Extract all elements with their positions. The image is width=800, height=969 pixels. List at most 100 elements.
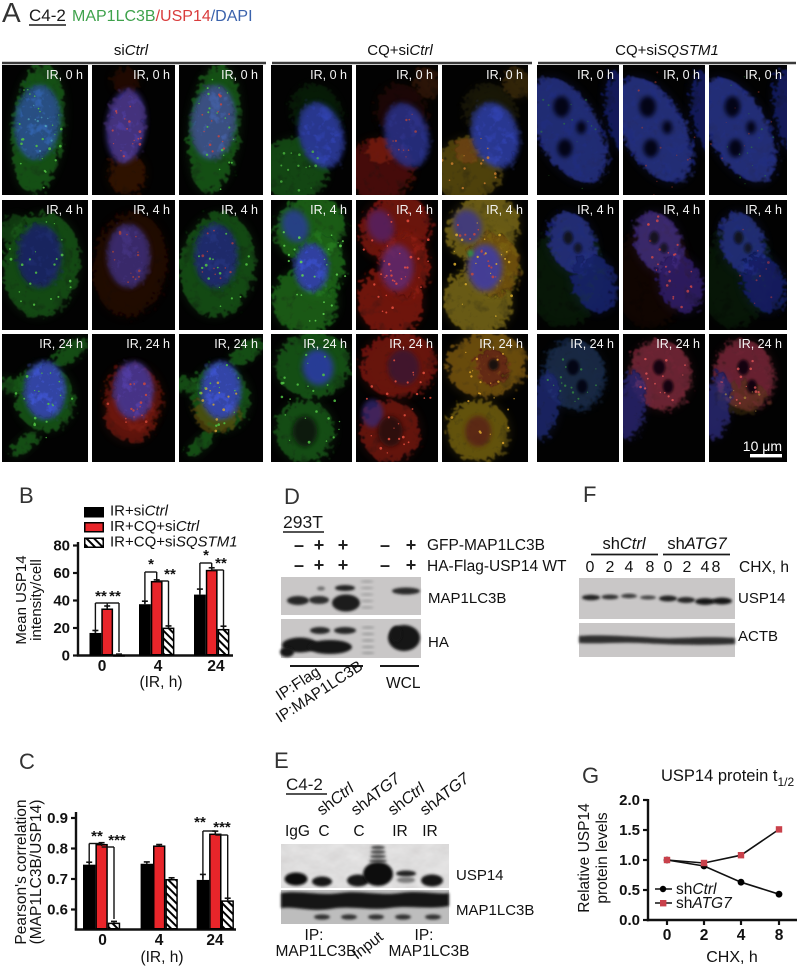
svg-text:IR, 24 h: IR, 24 h	[303, 337, 347, 351]
svg-text:+: +	[406, 535, 417, 555]
svg-text:IR, 4 h: IR, 4 h	[133, 203, 170, 217]
svg-text:–: –	[294, 535, 304, 555]
svg-text:IR, 24 h: IR, 24 h	[479, 337, 523, 351]
svg-text:4: 4	[155, 932, 164, 949]
svg-text:**: **	[164, 566, 176, 583]
svg-text:intensity/cell: intensity/cell	[28, 559, 45, 641]
svg-text:IR, 24 h: IR, 24 h	[738, 337, 782, 351]
svg-text:0.8: 0.8	[47, 841, 68, 858]
svg-text:IR, 4 h: IR, 4 h	[46, 203, 83, 217]
svg-text:G: G	[582, 763, 599, 788]
svg-text:IR, 4 h: IR, 4 h	[663, 203, 700, 217]
svg-text:4: 4	[701, 559, 710, 576]
svg-text:20: 20	[53, 620, 70, 637]
svg-text:MAP1LC3B: MAP1LC3B	[456, 902, 534, 919]
svg-text:IR, 24 h: IR, 24 h	[656, 337, 700, 351]
svg-text:HA: HA	[428, 634, 449, 651]
svg-text:IR, 24 h: IR, 24 h	[214, 337, 258, 351]
svg-text:IR, 4 h: IR, 4 h	[396, 203, 433, 217]
svg-text:MAP1LC3B: MAP1LC3B	[389, 943, 470, 960]
svg-text:+: +	[338, 535, 349, 555]
svg-text:IR+siCtrl: IR+siCtrl	[110, 503, 169, 520]
svg-text:IR, 0 h: IR, 0 h	[745, 68, 782, 82]
svg-text:0.0: 0.0	[619, 912, 640, 929]
svg-text:8: 8	[646, 559, 655, 576]
svg-text:1.5: 1.5	[619, 822, 640, 839]
svg-text:10 μm: 10 μm	[743, 438, 782, 454]
svg-text:protein levels: protein levels	[594, 812, 611, 904]
svg-text:0.5: 0.5	[619, 882, 640, 899]
svg-text:IR, 0 h: IR, 0 h	[663, 68, 700, 82]
svg-text:4: 4	[154, 658, 163, 675]
svg-text:CHX, h: CHX, h	[706, 949, 758, 966]
svg-text:293T: 293T	[283, 512, 323, 532]
svg-text:0: 0	[62, 648, 70, 665]
svg-text:D: D	[284, 484, 300, 509]
svg-text:IR+CQ+siCtrl: IR+CQ+siCtrl	[110, 518, 200, 535]
svg-text:USP14: USP14	[456, 867, 504, 884]
svg-text:IR, 0 h: IR, 0 h	[133, 68, 170, 82]
svg-text:IR, 4 h: IR, 4 h	[310, 203, 347, 217]
svg-text:+: +	[406, 555, 417, 575]
svg-text:***: ***	[108, 832, 126, 849]
svg-text:E: E	[274, 748, 289, 773]
svg-text:shATG7: shATG7	[676, 895, 733, 912]
svg-text:MAP1LC3B/USP14/DAPI: MAP1LC3B/USP14/DAPI	[72, 8, 253, 25]
svg-text:IR, 24 h: IR, 24 h	[39, 337, 83, 351]
svg-text:shATG7: shATG7	[667, 535, 727, 553]
svg-text:A: A	[2, 0, 21, 28]
svg-text:CQ+siSQSTM1: CQ+siSQSTM1	[615, 42, 719, 59]
svg-text:0: 0	[664, 559, 673, 576]
svg-text:IR: IR	[422, 823, 438, 840]
svg-text:+: +	[338, 555, 349, 575]
svg-text:CQ+siCtrl: CQ+siCtrl	[367, 42, 433, 59]
svg-text:IR, 24 h: IR, 24 h	[126, 337, 170, 351]
svg-text:USP14: USP14	[738, 590, 786, 607]
svg-text:60: 60	[53, 565, 70, 582]
svg-text:***: ***	[213, 819, 231, 836]
svg-text:IR, 0 h: IR, 0 h	[221, 68, 258, 82]
svg-text:–: –	[294, 555, 304, 575]
svg-text:1.0: 1.0	[619, 852, 640, 869]
svg-text:shCtrl: shCtrl	[602, 535, 646, 553]
svg-text:IR, 24 h: IR, 24 h	[570, 337, 614, 351]
svg-text:0.6: 0.6	[47, 902, 68, 919]
svg-text:MAP1LC3B: MAP1LC3B	[428, 590, 506, 607]
svg-text:8: 8	[775, 927, 784, 944]
svg-text:Mean USP14: Mean USP14	[13, 555, 30, 644]
svg-text:IR, 4 h: IR, 4 h	[221, 203, 258, 217]
svg-text:0: 0	[586, 559, 595, 576]
svg-text:**: **	[194, 814, 206, 831]
svg-text:IP:: IP:	[305, 927, 324, 944]
svg-text:(IR, h): (IR, h)	[140, 949, 183, 966]
svg-text:*: *	[148, 556, 154, 573]
svg-text:2.0: 2.0	[619, 792, 640, 809]
svg-text:IR, 0 h: IR, 0 h	[577, 68, 614, 82]
svg-text:IR, 0 h: IR, 0 h	[486, 68, 523, 82]
svg-text:IR, 4 h: IR, 4 h	[577, 203, 614, 217]
svg-text:IR, 4 h: IR, 4 h	[745, 203, 782, 217]
svg-text:24: 24	[206, 932, 224, 949]
svg-text:2: 2	[606, 559, 615, 576]
svg-text:IR, 0 h: IR, 0 h	[396, 68, 433, 82]
svg-text:siCtrl: siCtrl	[114, 42, 149, 59]
svg-text:C: C	[19, 749, 35, 774]
svg-text:USP14 protein t1/2: USP14 protein t1/2	[661, 767, 794, 789]
svg-text:0.7: 0.7	[47, 871, 68, 888]
svg-text:IR+CQ+siSQSTM1: IR+CQ+siSQSTM1	[110, 534, 238, 551]
svg-text:*: *	[203, 547, 209, 564]
svg-text:Relative USP14: Relative USP14	[576, 803, 593, 913]
svg-text:2: 2	[683, 559, 692, 576]
svg-text:**: **	[215, 555, 227, 572]
svg-text:ACTB: ACTB	[738, 628, 778, 645]
svg-text:CHX, h: CHX, h	[739, 559, 789, 576]
svg-text:C: C	[353, 823, 364, 840]
svg-text:Pearson's correlation: Pearson's correlation	[13, 799, 30, 944]
svg-text:WCL: WCL	[386, 675, 421, 692]
svg-text:0: 0	[663, 927, 672, 944]
svg-text:IR, 0 h: IR, 0 h	[310, 68, 347, 82]
svg-text:2: 2	[700, 927, 709, 944]
svg-text:4: 4	[737, 927, 746, 944]
svg-text:0.9: 0.9	[47, 810, 68, 827]
svg-text:IR: IR	[392, 823, 408, 840]
